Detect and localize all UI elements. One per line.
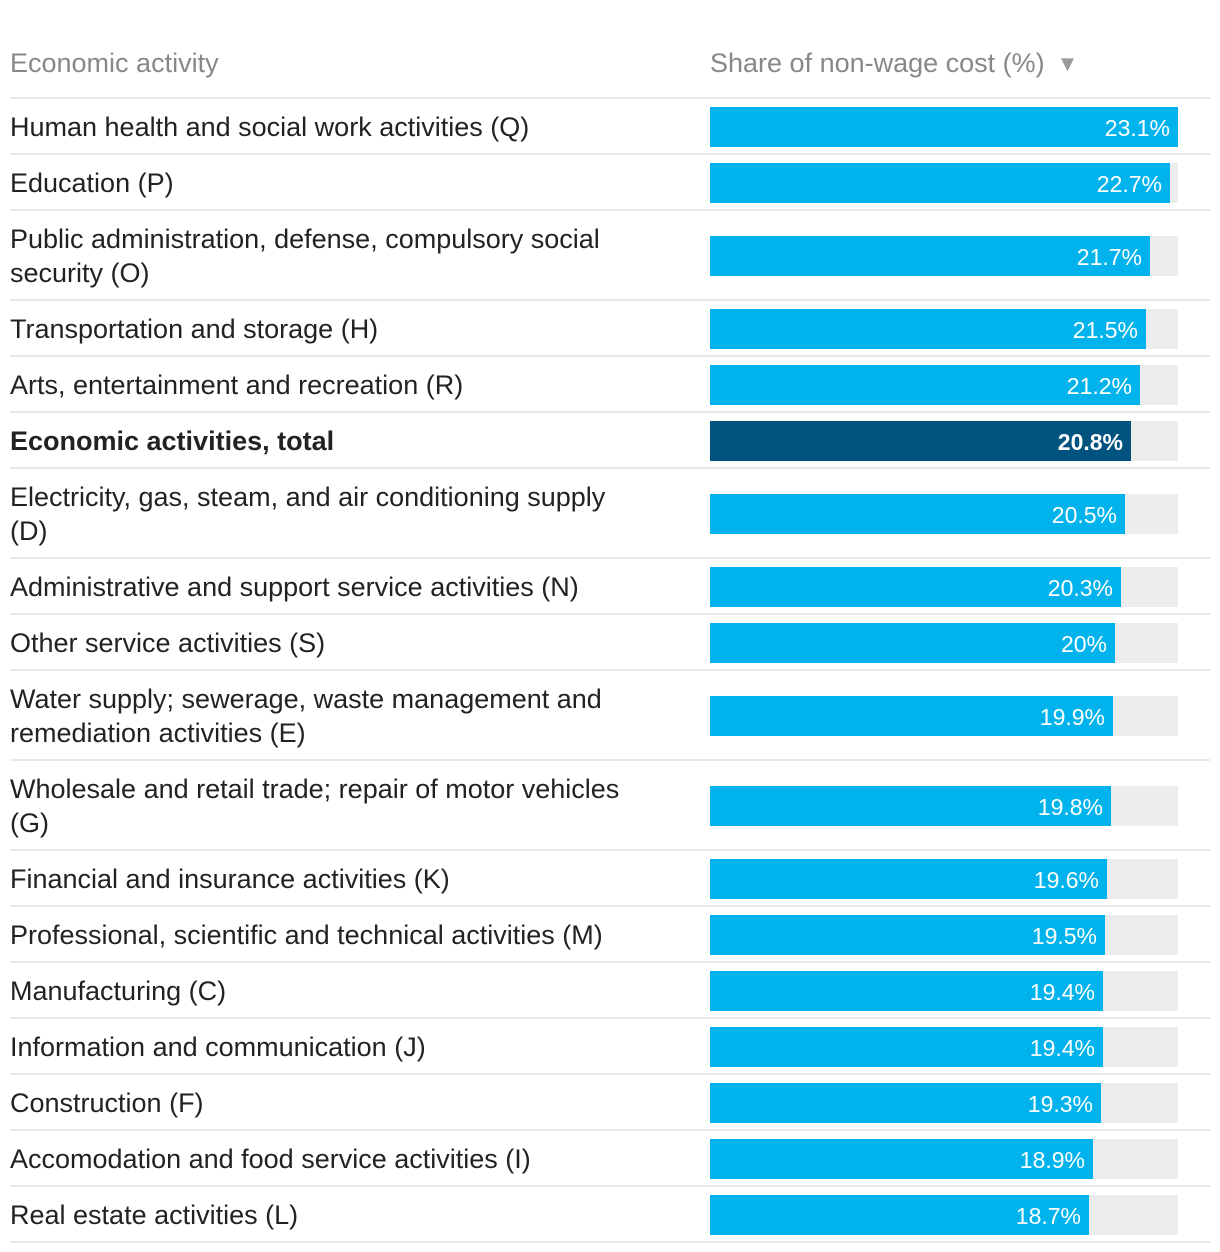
- table-header: Economic activity Share of non-wage cost…: [10, 40, 1210, 99]
- row-label: Financial and insurance activities (K): [10, 864, 450, 894]
- row-label: Other service activities (S): [10, 628, 326, 658]
- bar[interactable]: 21.2%: [710, 365, 1140, 405]
- table-row: Wholesale and retail trade; repair of mo…: [10, 761, 1210, 851]
- share-column-header[interactable]: Share of non-wage cost (%) ▼: [710, 48, 1078, 79]
- bar[interactable]: 23.1%: [710, 107, 1178, 147]
- row-label: Professional, scientific and technical a…: [10, 920, 603, 950]
- bar-track: 20.3%: [710, 567, 1178, 607]
- bar[interactable]: 21.7%: [710, 236, 1150, 276]
- bar-track: 22.7%: [710, 163, 1178, 203]
- bar-value-label: 20.8%: [1057, 429, 1123, 455]
- bar-track: 23.1%: [710, 107, 1178, 147]
- bar-value-label: 20%: [1060, 631, 1107, 657]
- bar-track: 19.9%: [710, 696, 1178, 736]
- bar-track: 20%: [710, 623, 1178, 663]
- bar[interactable]: 20.3%: [710, 567, 1121, 607]
- table-row: Water supply; sewerage, waste management…: [10, 671, 1210, 761]
- bar-track: 19.3%: [710, 1083, 1178, 1123]
- table-row: Transportation and storage (H) 21.5%: [10, 301, 1210, 357]
- bar-track: 18.9%: [710, 1139, 1178, 1179]
- bar[interactable]: 21.5%: [710, 309, 1146, 349]
- bar[interactable]: 18.7%: [710, 1195, 1089, 1235]
- row-label: Economic activities, total: [10, 426, 335, 456]
- table-row: Electricity, gas, steam, and air conditi…: [10, 469, 1210, 559]
- row-label: Transportation and storage (H): [10, 314, 379, 344]
- bar[interactable]: 19.9%: [710, 696, 1113, 736]
- table-row: Administrative and support service activ…: [10, 559, 1210, 615]
- bar-track: 21.5%: [710, 309, 1178, 349]
- sort-descending-icon[interactable]: ▼: [1056, 51, 1079, 76]
- bar-value-label: 18.9%: [1019, 1147, 1085, 1173]
- bar[interactable]: 19.4%: [710, 971, 1103, 1011]
- table-row-total: Economic activities, total 20.8%: [10, 413, 1210, 469]
- bar-value-label: 20.3%: [1047, 575, 1113, 601]
- bar[interactable]: 18.9%: [710, 1139, 1093, 1179]
- non-wage-cost-table: Economic activity Share of non-wage cost…: [10, 40, 1210, 1243]
- bar-track: 19.5%: [710, 915, 1178, 955]
- table-row: Accomodation and food service activities…: [10, 1131, 1210, 1187]
- bar-value-label: 19.5%: [1031, 923, 1097, 949]
- table-row: Arts, entertainment and recreation (R) 21…: [10, 357, 1210, 413]
- table-row: Construction (F) 19.3%: [10, 1075, 1210, 1131]
- bar-track: 21.2%: [710, 365, 1178, 405]
- table-row: Professional, scientific and technical a…: [10, 907, 1210, 963]
- bar-value-label: 20.5%: [1051, 502, 1117, 528]
- bar-value-label: 22.7%: [1096, 171, 1162, 197]
- table-row: Other service activities (S) 20%: [10, 615, 1210, 671]
- bar-value-label: 19.8%: [1037, 794, 1103, 820]
- bar[interactable]: 19.6%: [710, 859, 1107, 899]
- bar-value-label: 19.6%: [1033, 867, 1099, 893]
- bar-track: 19.4%: [710, 971, 1178, 1011]
- row-label: Accomodation and food service activities…: [10, 1144, 531, 1174]
- bar-track: 20.8%: [710, 421, 1178, 461]
- bar-value-label: 21.7%: [1076, 244, 1142, 270]
- bar-track: 21.7%: [710, 236, 1178, 276]
- bar[interactable]: 19.5%: [710, 915, 1105, 955]
- row-label: Water supply; sewerage, waste management…: [10, 684, 602, 748]
- bar[interactable]: 20.5%: [710, 494, 1125, 534]
- bar-value-label: 19.3%: [1027, 1091, 1093, 1117]
- bar-value-label: 19.4%: [1029, 979, 1095, 1005]
- row-label: Manufacturing (C): [10, 976, 227, 1006]
- row-label: Human health and social work activities …: [10, 112, 530, 142]
- row-label: Arts, entertainment and recreation (R): [10, 370, 464, 400]
- table-row: Financial and insurance activities (K) 19…: [10, 851, 1210, 907]
- bar-track: 19.8%: [710, 786, 1178, 826]
- table-row: Education (P) 22.7%: [10, 155, 1210, 211]
- table-row: Public administration, defense, compulso…: [10, 211, 1210, 301]
- row-label: Public administration, defense, compulso…: [10, 224, 600, 288]
- bar-track: 19.6%: [710, 859, 1178, 899]
- bar-track: 20.5%: [710, 494, 1178, 534]
- bar-track: 19.4%: [710, 1027, 1178, 1067]
- row-label: Wholesale and retail trade; repair of mo…: [10, 774, 620, 838]
- bar[interactable]: 19.3%: [710, 1083, 1101, 1123]
- bar-track: 18.7%: [710, 1195, 1178, 1235]
- table-row: Real estate activities (L) 18.7%: [10, 1187, 1210, 1243]
- bar[interactable]: 20%: [710, 623, 1115, 663]
- bar-value-label: 23.1%: [1104, 115, 1170, 141]
- bar[interactable]: 19.4%: [710, 1027, 1103, 1067]
- bar-value-label: 18.7%: [1015, 1203, 1081, 1229]
- row-label: Electricity, gas, steam, and air conditi…: [10, 482, 606, 546]
- bar-value-label: 21.2%: [1066, 373, 1132, 399]
- bar[interactable]: 20.8%: [710, 421, 1131, 461]
- bar[interactable]: 19.8%: [710, 786, 1111, 826]
- table-row: Information and communication (J) 19.4%: [10, 1019, 1210, 1075]
- bar[interactable]: 22.7%: [710, 163, 1170, 203]
- row-label: Information and communication (J): [10, 1032, 426, 1062]
- row-label: Administrative and support service activ…: [10, 572, 579, 602]
- row-label: Real estate activities (L): [10, 1200, 299, 1230]
- share-column-header-label: Share of non-wage cost (%): [710, 48, 1045, 78]
- activity-column-header: Economic activity: [10, 48, 219, 78]
- bar-value-label: 19.4%: [1029, 1035, 1095, 1061]
- bar-value-label: 19.9%: [1039, 704, 1105, 730]
- row-label: Education (P): [10, 168, 174, 198]
- row-label: Construction (F): [10, 1088, 204, 1118]
- table-body: Human health and social work activities …: [10, 99, 1210, 1243]
- table-row: Manufacturing (C) 19.4%: [10, 963, 1210, 1019]
- table-row: Human health and social work activities …: [10, 99, 1210, 155]
- bar-value-label: 21.5%: [1072, 317, 1138, 343]
